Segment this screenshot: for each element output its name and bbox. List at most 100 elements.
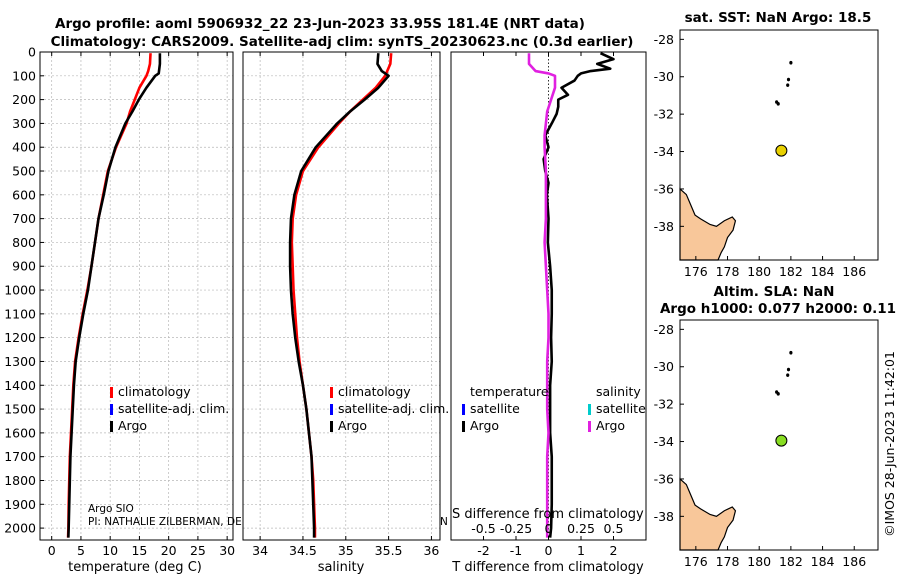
y-tick-label: -36 [654,471,674,486]
island-marker [776,102,780,106]
y-tick-label: 600 [12,187,36,202]
series-line-argo [288,53,390,538]
legend-swatch [462,421,465,432]
legend-swatch [330,404,333,415]
y-tick-label: -28 [654,322,674,337]
x-tick-label: 176 [684,264,708,279]
y-tick-label: 2000 [4,521,36,536]
top-x-tick-label: 0 [545,521,553,536]
y-tick-label: -30 [654,69,674,84]
argo-position-marker [775,144,788,157]
legend-label: climatology [118,384,191,399]
x-tick-label: 25 [190,543,206,558]
y-tick-label: -32 [654,107,674,122]
y-tick-label: 400 [12,140,36,155]
argo-position-marker [775,434,788,447]
imos-stamp: ©IMOS 28-Jun-2023 11:42:01 [882,351,897,537]
top-x-tick-label: -0.25 [500,521,532,536]
map-sla-subtitle: Argo h1000: 0.077 h2000: 0.11 [660,301,896,317]
y-tick-label: 0 [28,45,36,60]
x-tick-label: 0 [48,543,56,558]
island-marker [786,373,790,377]
top-x-tick-label: 0.25 [567,521,595,536]
figure-title-1: Argo profile: aoml 5906932_22 23-Jun-202… [55,16,585,32]
y-tick-label: 200 [12,92,36,107]
island-marker [786,77,791,82]
credit-pi: PI: NATHALIE ZILBERMAN, DE [88,516,242,528]
credit-tail: N [440,516,448,528]
series-line-s-difference--argo- [527,53,557,538]
difference-panel: -2 -1 0 1 2 -0.5 -0.25 0 0.25 0.5 temperature salin… [450,51,647,558]
x-tick-label: 184 [811,264,835,279]
x-tick-label: 5 [77,543,85,558]
legend-swatch [330,387,333,398]
y-tick-label: 1700 [4,449,36,464]
x-tick-label: 34.5 [289,543,317,558]
temperature-panel: 0 5 10 15 20 25 300100200300400500600700800900… [4,45,235,559]
x-tick-label: 186 [842,554,866,569]
x-tick-label: -1 [510,543,522,558]
y-tick-label: 1300 [4,354,36,369]
legend-swatch [588,404,591,415]
island-marker [776,392,780,396]
y-tick-label: 900 [12,259,36,274]
plot-area [40,52,233,540]
island-marker [786,83,790,87]
legend-temperature-title: temperature [470,384,549,399]
y-tick-label: 1800 [4,473,36,488]
map-frame [679,29,879,261]
x-tick-label: 35 [338,543,354,558]
x-tick-label: 30 [219,543,235,558]
y-tick-label: 500 [12,164,36,179]
x-tick-label: 176 [684,554,708,569]
x-tick-label: 180 [747,554,771,569]
y-tick-label: 100 [12,68,36,83]
credit-argo: Argo SIO [88,503,134,515]
y-tick-label: -32 [654,397,674,412]
s-difference-label: S difference from climatology [452,507,644,522]
plot-frame [242,51,441,541]
map-sst-title: sat. SST: NaN Argo: 18.5 [685,10,872,26]
legend-label: Argo [118,418,147,433]
y-tick-label: -30 [654,359,674,374]
map-area [680,30,878,260]
x-tick-label: 1 [577,543,585,558]
x-tick-label: 15 [131,543,147,558]
legend-swatch [110,404,113,415]
legend-label: satellite-adj. clim. [338,401,449,416]
y-tick-label: 1000 [4,283,36,298]
new-zealand-land [679,477,737,551]
y-tick-label: -36 [654,181,674,196]
plot-frame [39,51,234,541]
y-tick-label: 1100 [4,306,36,321]
x-tick-label: 20 [161,543,177,558]
x-tick-label: 178 [716,554,740,569]
map-area [680,320,878,550]
salinity-xlabel: salinity [318,560,365,575]
y-tick-label: -38 [654,219,674,234]
legend-label: Argo [596,418,625,433]
plot-area [243,52,440,540]
new-zealand-land [679,187,737,261]
y-tick-label: -34 [654,434,674,449]
map-sla-title: Altim. SLA: NaN [714,284,835,300]
x-tick-label: 186 [842,264,866,279]
legend-swatch [110,387,113,398]
legend-swatch [110,421,113,432]
y-tick-label: 1500 [4,402,36,417]
x-tick-label: 182 [779,554,803,569]
y-tick-label: 300 [12,116,36,131]
legend-swatch [330,421,333,432]
legend-label: Argo [470,418,499,433]
y-tick-label: 1200 [4,330,36,345]
x-tick-label: 178 [716,264,740,279]
top-x-tick-label: -0.5 [471,521,495,536]
salinity-panel: 34 34.5 35 35.5 36 climatology satellite-adj. … [242,51,449,558]
legend-swatch [588,421,591,432]
y-tick-label: -34 [654,144,674,159]
top-x-tick-label: 0.5 [604,521,624,536]
difference-xlabel: T difference from climatology [451,560,644,575]
y-tick-label: 1600 [4,425,36,440]
legend-label: satellite [470,401,520,416]
